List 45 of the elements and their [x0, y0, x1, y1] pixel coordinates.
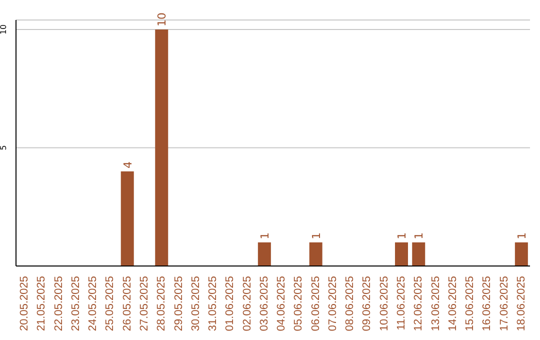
x-tick-label: 24.05.2025 [87, 276, 100, 332]
data-label: 1 [515, 232, 528, 240]
x-tick-label: 14.06.2025 [446, 276, 459, 332]
x-tick-label: 03.06.2025 [258, 276, 270, 332]
data-label: 1 [258, 232, 272, 240]
x-tick-label: 02.06.2025 [241, 276, 254, 332]
data-label: 1 [310, 232, 323, 240]
bar [155, 29, 168, 266]
x-tick-label: 11.06.2025 [396, 276, 408, 330]
x-tick-label: 20.05.2025 [18, 276, 31, 332]
x-tick-label: 31.05.2025 [207, 276, 220, 332]
data-label: 10 [156, 12, 169, 26]
bar [120, 171, 134, 266]
x-tick-label: 30.05.2025 [190, 276, 202, 332]
x-tick-label: 29.05.2025 [172, 276, 185, 332]
x-tick-label: 01.06.2025 [224, 276, 236, 332]
data-label: 1 [395, 232, 408, 240]
bar [394, 242, 408, 266]
x-tick-label: 09.06.2025 [361, 276, 374, 332]
x-tick-label: 21.05.2025 [36, 276, 48, 332]
x-tick-label: 27.05.2025 [138, 276, 150, 332]
x-tick-label: 04.06.2025 [276, 276, 288, 332]
x-tick-label: 26.05.2025 [121, 276, 134, 332]
x-tick-label: 05.06.2025 [292, 276, 305, 332]
x-tick-label: 12.06.2025 [412, 276, 425, 332]
x-tick-label: 23.05.2025 [70, 276, 82, 332]
x-tick-label: 17.06.2025 [498, 276, 510, 332]
x-tick-label: 22.05.2025 [52, 276, 65, 332]
x-tick-label: 08.06.2025 [344, 276, 356, 332]
x-tick-label: 16.06.2025 [481, 276, 494, 332]
x-tick-label: 06.06.2025 [310, 276, 322, 332]
y-tick-label: 5 [0, 145, 8, 150]
bar [514, 242, 528, 266]
data-label: 1 [412, 232, 426, 240]
bar [309, 242, 322, 266]
x-tick-label: 28.05.2025 [156, 276, 168, 332]
bar [258, 242, 271, 266]
x-tick-label: 25.05.2025 [104, 276, 116, 332]
data-label: 4 [121, 161, 134, 168]
x-tick-label: 13.06.2025 [430, 276, 442, 332]
x-tick-label: 10.06.2025 [378, 276, 390, 332]
x-tick-label: 18.06.2025 [515, 276, 528, 332]
x-tick-label: 07.06.2025 [326, 276, 339, 332]
bar [412, 242, 426, 266]
x-tick-label: 15.06.2025 [464, 276, 476, 332]
